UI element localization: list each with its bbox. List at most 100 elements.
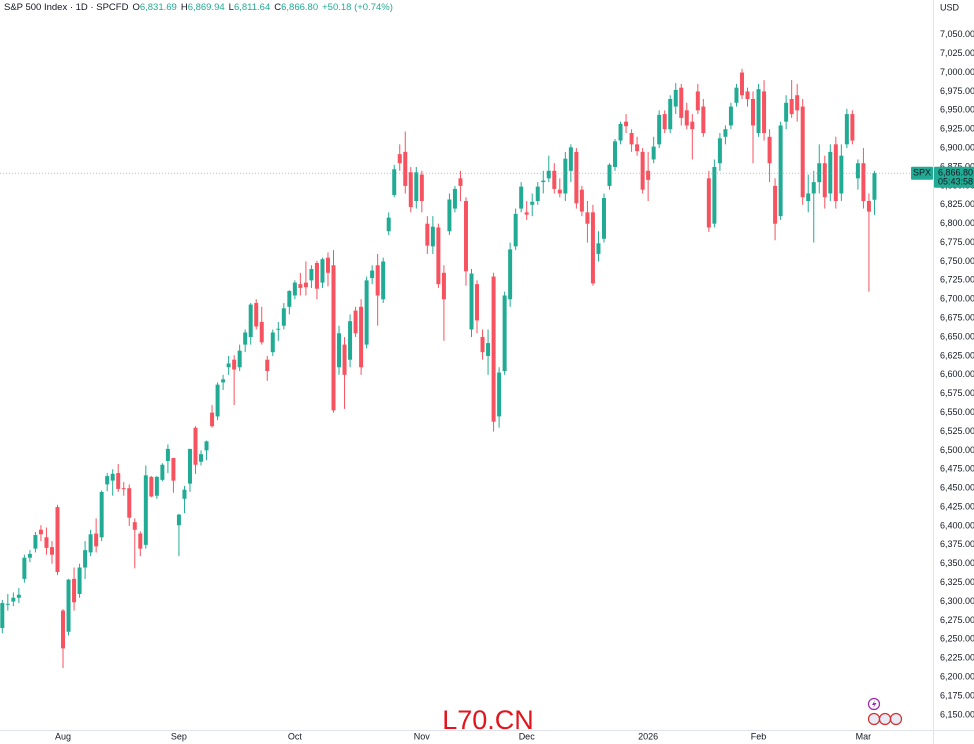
candle-body [375, 265, 380, 296]
candle-body [546, 170, 551, 179]
candle-body [552, 170, 557, 189]
x-tick-label: Dec [519, 731, 536, 741]
candle-body [673, 89, 678, 107]
y-tick-label: 6,800.00 [940, 218, 974, 228]
candle-body [463, 201, 468, 272]
candle-body [662, 114, 667, 130]
candle-body [475, 284, 480, 321]
y-tick-label: 7,025.00 [940, 48, 974, 58]
candle-body [767, 136, 772, 164]
candle-body [486, 343, 491, 356]
candle-body [149, 476, 154, 497]
candle-body [541, 180, 546, 183]
candle-body [579, 189, 584, 212]
candle-body [784, 102, 789, 122]
candle-body [822, 163, 827, 198]
candle-body [259, 321, 264, 343]
candle-body [778, 125, 783, 217]
candle-body [629, 133, 634, 145]
candle-body [872, 173, 877, 200]
candle-body [0, 603, 5, 628]
candle-body [5, 603, 10, 605]
candle-body [613, 141, 618, 168]
candle-body [94, 533, 99, 547]
candle-body [850, 114, 855, 141]
candle-body [265, 359, 270, 372]
candle-body [491, 276, 496, 422]
y-tick-label: 6,300.00 [940, 596, 974, 606]
y-tick-label: 6,675.00 [940, 313, 974, 323]
candle-body [61, 610, 66, 649]
y-tick-label: 6,950.00 [940, 105, 974, 115]
candle-body [734, 87, 739, 103]
symbol-title: S&P 500 Index · 1D · SPCFD [4, 2, 129, 13]
legend-header: S&P 500 Index · 1D · SPCFD O6,831.69 H6,86… [4, 2, 393, 13]
y-tick-label: 6,325.00 [940, 577, 974, 587]
candle-body [105, 476, 110, 485]
candle-body [497, 372, 502, 417]
flag-icon[interactable] [867, 712, 881, 726]
candle-body [397, 154, 402, 164]
candle-body [773, 185, 778, 224]
ohlc-key: H [181, 2, 188, 13]
ohlc-value: 6,869.94 [188, 2, 225, 13]
y-tick-label: 6,700.00 [940, 294, 974, 304]
y-tick-label: 6,575.00 [940, 388, 974, 398]
candle-body [204, 441, 209, 451]
candle-body [861, 163, 866, 202]
candle-body [839, 155, 844, 194]
candle-body [303, 282, 308, 288]
candle-body [342, 344, 347, 375]
candle-body [99, 491, 104, 538]
candle-body [414, 172, 419, 202]
y-tick-label: 6,650.00 [940, 331, 974, 341]
candle-body [215, 384, 220, 417]
candle-body [811, 182, 816, 194]
y-tick-label: 6,200.00 [940, 671, 974, 681]
x-tick-label: Nov [414, 731, 431, 741]
x-tick-label: Aug [55, 731, 71, 741]
y-tick-label: 6,375.00 [940, 539, 974, 549]
candle-body [292, 282, 297, 296]
candle-body [508, 249, 513, 300]
candle-body [430, 226, 435, 247]
candle-body [690, 121, 695, 130]
candle-body [154, 476, 159, 496]
candle-body [370, 270, 375, 279]
candle-body [44, 537, 49, 548]
candle-body [684, 110, 689, 126]
candle-body [309, 269, 314, 281]
candle-body [11, 597, 16, 602]
candle-body [640, 151, 645, 190]
candle-body [138, 533, 143, 549]
candle-body [403, 151, 408, 186]
candle-body [143, 475, 148, 545]
candle-body [276, 328, 281, 330]
candle-body [182, 489, 187, 499]
candle-body [618, 123, 623, 141]
candle-body [392, 169, 397, 195]
candle-body [513, 213, 518, 247]
candle-body [176, 514, 181, 526]
price-tag [934, 166, 974, 188]
flag-icon[interactable] [889, 712, 903, 726]
candle-body [171, 457, 176, 481]
candle-body [651, 146, 656, 160]
candle-body [386, 217, 391, 232]
lightning-glyph [872, 700, 877, 709]
candle-body [806, 193, 811, 202]
candle-body [762, 91, 767, 134]
y-tick-label: 6,350.00 [940, 558, 974, 568]
x-tick-label: 2026 [638, 731, 658, 741]
candle-body [22, 557, 27, 579]
y-tick-label: 6,525.00 [940, 426, 974, 436]
candle-body [745, 91, 750, 99]
candle-body [381, 261, 386, 300]
flag-icon[interactable] [878, 712, 892, 726]
candle-body [590, 212, 595, 284]
countdown: 05:43:58 [938, 177, 973, 187]
candle-body [480, 337, 485, 353]
candle-body [568, 147, 573, 171]
candle-body [695, 91, 700, 111]
